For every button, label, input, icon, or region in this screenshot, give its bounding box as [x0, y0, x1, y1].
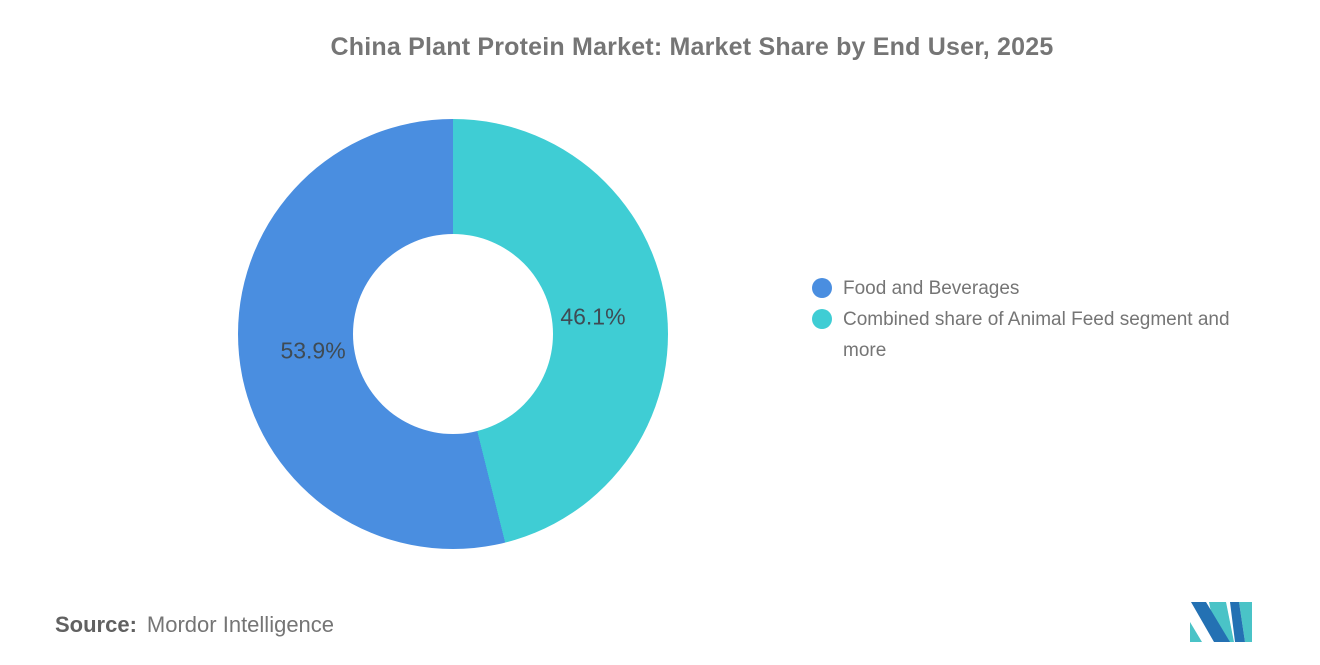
source-label: Source:	[55, 612, 137, 637]
legend-swatch-icon	[812, 278, 832, 298]
slice-value-label: 53.9%	[280, 337, 346, 364]
legend-label: Combined share of Animal Feed segment an…	[843, 309, 1230, 361]
donut-hole	[353, 234, 553, 434]
legend-swatch-icon	[812, 309, 832, 329]
chart-title: China Plant Protein Market: Market Share…	[330, 33, 1054, 61]
source-value: Mordor Intelligence	[146, 612, 335, 637]
legend: Food and Beverages Combined share of Ani…	[812, 273, 1268, 366]
slice-value-label: 46.1%	[560, 303, 626, 330]
source-line: Source: Mordor Intelligence	[55, 612, 334, 638]
legend-item-animal-feed-and-more[interactable]: Combined share of Animal Feed segment an…	[812, 304, 1268, 366]
legend-item-food-and-beverages[interactable]: Food and Beverages	[812, 273, 1268, 304]
mordor-intelligence-logo	[1190, 602, 1252, 642]
donut-wrap: 46.1% 53.9%	[238, 119, 668, 549]
legend-label: Food and Beverages	[843, 278, 1020, 299]
